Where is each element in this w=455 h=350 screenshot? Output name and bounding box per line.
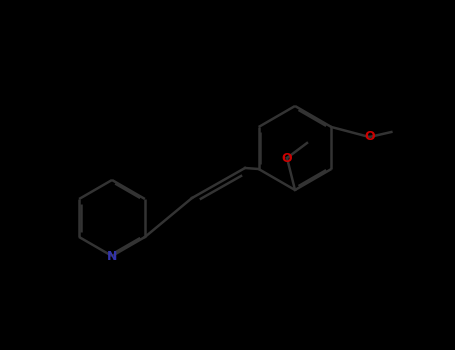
Text: O: O <box>364 131 374 144</box>
Text: O: O <box>282 152 292 164</box>
Text: N: N <box>107 250 117 262</box>
